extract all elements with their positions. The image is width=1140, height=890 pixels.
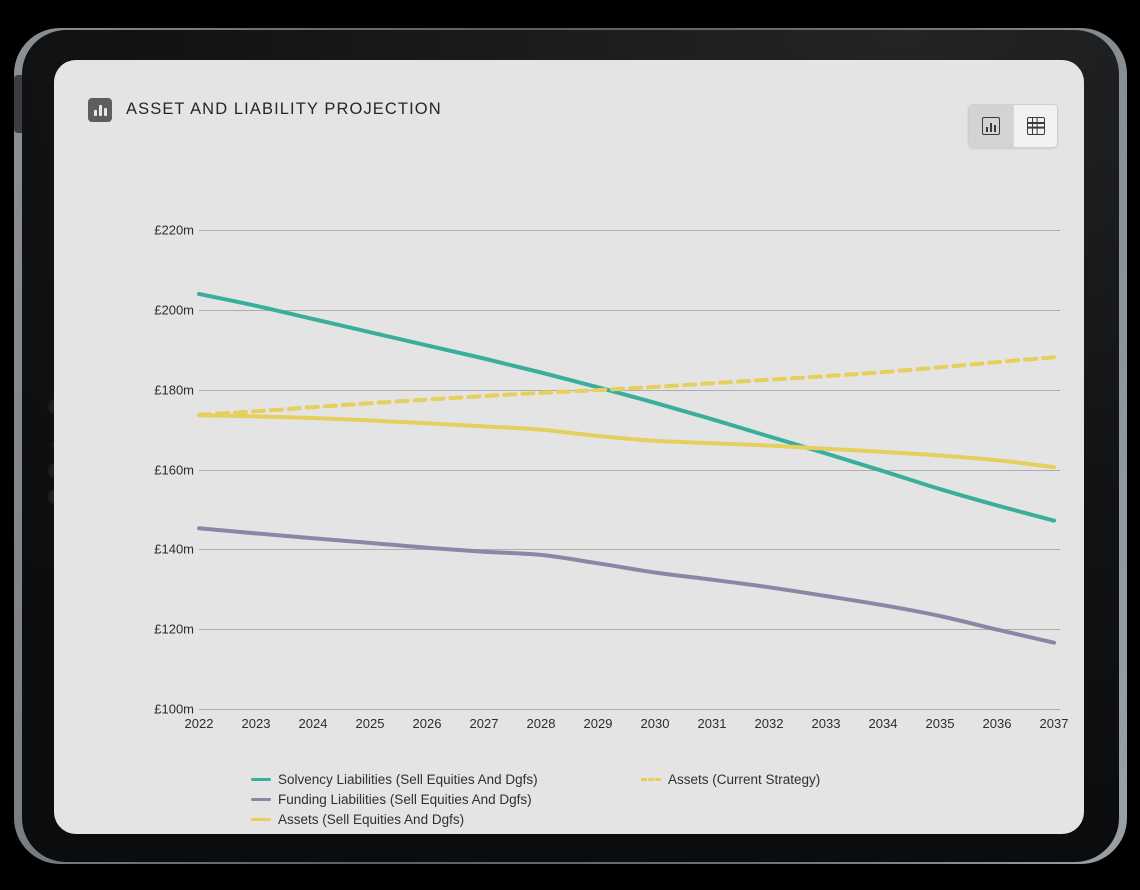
bar-chart-icon-small xyxy=(982,117,1000,135)
y-axis-tick-label: £160m xyxy=(154,462,194,477)
chart-series-layer xyxy=(197,291,1056,645)
gridline xyxy=(199,629,1060,630)
x-axis-tick-label: 2024 xyxy=(298,716,328,731)
x-axis-tick-label: 2027 xyxy=(469,716,499,731)
gridline xyxy=(199,549,1060,550)
power-button[interactable] xyxy=(14,75,22,133)
gridline xyxy=(199,470,1060,471)
x-axis-tick-label: 2025 xyxy=(355,716,385,731)
y-axis-tick-label: £180m xyxy=(154,382,194,398)
y-axis-tick-label: £220m xyxy=(154,222,194,238)
x-axis-tick-label: 2033 xyxy=(811,716,841,731)
y-axis-tick-label: £120m xyxy=(154,621,194,637)
y-axis: £220m £200m £180m £160m £140m £120m £100m xyxy=(54,156,194,766)
chart-plot-area: £220m £200m £180m £160m £140m £120m £100m 2022… xyxy=(54,156,1084,766)
series-line xyxy=(197,413,1056,470)
grid-table-icon xyxy=(1026,117,1045,135)
y-axis-tick-label: £100m xyxy=(154,701,194,717)
legend-swatch xyxy=(251,817,271,822)
legend-label: Funding Liabilities (Sell Equities And D… xyxy=(278,792,532,807)
tablet-screen: ASSET AND LIABILITY PROJECTION £220m £200… xyxy=(54,60,1084,834)
series-line xyxy=(197,355,1056,417)
x-axis-tick-label: 2034 xyxy=(868,716,898,731)
series-line xyxy=(197,526,1056,645)
x-axis-tick-label: 2035 xyxy=(925,716,955,731)
legend-label: Assets (Current Strategy) xyxy=(668,772,821,787)
legend-swatch xyxy=(251,797,271,802)
gridline xyxy=(199,390,1060,391)
legend-label: Solvency Liabilities (Sell Equities And … xyxy=(278,772,538,787)
gridline xyxy=(199,709,1060,710)
x-axis-tick-label: 2026 xyxy=(412,716,442,731)
y-axis-tick-label: £140m xyxy=(154,541,194,557)
x-axis-tick-label: 2022 xyxy=(184,716,214,731)
y-axis-tick-label: £200m xyxy=(154,302,194,318)
x-axis-tick-label: 2036 xyxy=(982,716,1012,731)
chart-legend: Solvency Liabilities (Sell Equities And … xyxy=(54,766,1084,834)
page-title: ASSET AND LIABILITY PROJECTION xyxy=(126,100,442,118)
x-axis-tick-label: 2030 xyxy=(640,716,670,731)
chart-view-button[interactable] xyxy=(969,105,1013,147)
x-axis-tick-label: 2032 xyxy=(754,716,784,731)
card-header: ASSET AND LIABILITY PROJECTION xyxy=(54,60,1084,156)
legend-swatch xyxy=(251,777,271,782)
legend-label: Assets (Sell Equities And Dgfs) xyxy=(278,812,465,827)
legend-item[interactable]: Assets (Sell Equities And Dgfs) xyxy=(251,812,464,827)
x-axis: 2022 2023 2024 2025 2026 2027 2028 2029 2030 2031… xyxy=(54,716,1084,738)
x-axis-tick-label: 2031 xyxy=(697,716,727,731)
legend-item[interactable]: Assets (Current Strategy) xyxy=(641,772,820,787)
bar-chart-icon xyxy=(88,98,112,122)
legend-swatch xyxy=(641,778,661,781)
legend-item[interactable]: Solvency Liabilities (Sell Equities And … xyxy=(251,772,538,787)
view-mode-toggle[interactable] xyxy=(968,104,1058,148)
x-axis-tick-label: 2037 xyxy=(1039,716,1069,731)
x-axis-tick-label: 2029 xyxy=(583,716,613,731)
gridline xyxy=(199,310,1060,311)
x-axis-tick-label: 2023 xyxy=(241,716,271,731)
x-axis-tick-label: 2028 xyxy=(526,716,556,731)
legend-item[interactable]: Funding Liabilities (Sell Equities And D… xyxy=(251,792,532,807)
gridline xyxy=(199,230,1060,231)
series-line xyxy=(197,291,1056,523)
table-view-button[interactable] xyxy=(1013,105,1057,147)
